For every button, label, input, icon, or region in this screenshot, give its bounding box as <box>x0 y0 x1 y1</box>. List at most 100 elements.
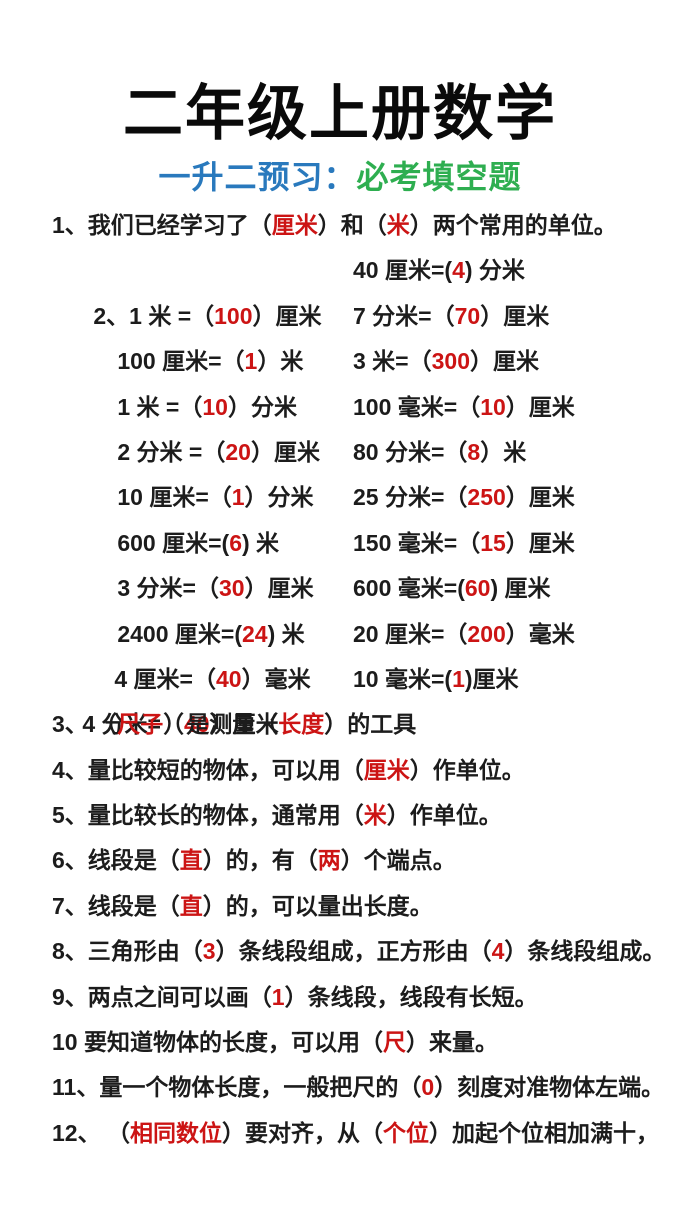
question-text: ）厘米 <box>470 348 539 375</box>
conversion-right: 10 毫米=(1)厘米 <box>353 657 519 702</box>
question-text: ）厘米 <box>209 711 279 738</box>
question-text: 7 分米=（ <box>353 302 455 329</box>
question-text: 1 米 =（ <box>117 393 203 420</box>
conversion-left: 3 分米=（30）厘米 <box>38 566 313 611</box>
question-text: 5、量比较长的物体，通常用（ <box>52 802 364 829</box>
conversion-right: 600 毫米=(60) 厘米 <box>353 566 551 611</box>
question-text: )厘米 <box>464 665 519 692</box>
question-text: ）厘米 <box>505 484 575 511</box>
conversion-right: 100 毫米=（10）厘米 <box>353 385 575 430</box>
question-text: 2400 厘米=( <box>117 620 242 647</box>
question-text: ) 分米 <box>464 257 525 284</box>
page-subtitle: 一升二预习：必考填空题 <box>0 157 680 199</box>
question-text: 4 分米=（ <box>82 711 184 738</box>
question-text: 8、三角形由（ <box>52 938 203 965</box>
question-text: ）和（ <box>317 212 387 238</box>
answer-text: 直 <box>179 847 203 874</box>
question-text: 9、两点之间可以画（ <box>52 983 272 1010</box>
question-text: ）厘米 <box>252 302 322 329</box>
answer-text: 长度 <box>278 711 325 738</box>
worksheet-body: 1、我们已经学习了（厘米）和（米）两个常用的单位。 2、1 米 =（100）厘米… <box>0 203 680 1156</box>
answer-text: 300 <box>431 348 470 375</box>
answer-text: 米 <box>363 802 387 829</box>
question-text: ）的，可以量出长度。 <box>202 892 433 919</box>
question-text: ）米 <box>257 348 304 375</box>
question-text: ) 米 <box>267 620 305 647</box>
question-text: 80 分米=（ <box>353 438 468 465</box>
question-11: 11、量一个物体长度，一般把尺的（0）刻度对准物体左端。 <box>0 1065 680 1110</box>
conversion-row-1: 2、1 米 =（100）厘米 40 厘米=(4) 分米 <box>0 248 680 328</box>
question-text: ）条线段组成，正方形由（ <box>215 938 492 965</box>
conversion-row-6: 600 厘米=(6) 米 25 分米=（250）厘米 <box>0 475 680 555</box>
question-text: ）要对齐，从（ <box>221 1119 383 1146</box>
conversion-row-3: 1 米 =（10）分米 3 米=（300）厘米 <box>0 339 680 419</box>
conversion-left: 10 厘米=（1）分米 <box>38 475 313 520</box>
question-text: 11、量一个物体长度，一般把尺的（ <box>52 1074 422 1101</box>
answer-text: 60 <box>464 575 491 602</box>
question-text: ）刻度对准物体左端。 <box>434 1074 665 1101</box>
question-text: ）厘米 <box>505 393 575 420</box>
answer-text: 个位 <box>382 1119 429 1146</box>
answer-text: 20 <box>225 438 251 465</box>
subtitle-prefix: 一升二预习： <box>158 159 357 195</box>
question-text: ）作单位。 <box>386 802 502 829</box>
question-text: ）两个常用的单位。 <box>409 212 617 238</box>
conversion-right: 7 分米=（70）厘米 <box>353 294 549 339</box>
conversion-row-4: 2 分米 =（20）厘米 100 毫米=（10）厘米 <box>0 385 680 465</box>
conversion-left: 100 厘米=（1）米 <box>38 339 303 384</box>
question-text: ）分米 <box>227 393 297 420</box>
answer-text: 4 <box>452 257 465 284</box>
answer-text: 8 <box>467 438 481 465</box>
question-text: ）是测量（ <box>163 711 279 738</box>
conversion-row-9: 4 厘米=（40）毫米 20 厘米=（200）毫米 <box>0 612 680 692</box>
question-text: 10 厘米=（ <box>117 484 232 511</box>
answer-text: 1 <box>271 983 285 1010</box>
answer-text: 两 <box>317 847 341 874</box>
answer-text: 尺 <box>382 1029 406 1056</box>
question-text: ）来量。 <box>405 1029 498 1056</box>
question-text: 100 毫米=（ <box>353 393 481 420</box>
answer-text: 70 <box>454 302 481 329</box>
question-7: 7、线段是（直）的，可以量出长度。 <box>0 884 680 929</box>
question-text: 1、我们已经学习了（ <box>52 212 272 238</box>
answer-text: 厘米 <box>363 756 410 783</box>
question-text: ）米 <box>480 438 527 465</box>
conversion-right: 20 厘米=（200）毫米 <box>353 612 575 657</box>
question-text: ) 米 <box>242 529 280 556</box>
question-text: 6、线段是（ <box>52 847 180 874</box>
conversion-left: 4 分米=（40）厘米 <box>38 702 278 747</box>
answer-text: 尺子 <box>117 711 164 738</box>
answer-text: 1 <box>452 665 465 692</box>
question-text: 7、线段是（ <box>52 892 180 919</box>
answer-text: 直 <box>179 892 203 919</box>
conversion-left: 2 分米 =（20）厘米 <box>38 430 320 475</box>
answer-text: 40 <box>183 711 210 738</box>
question-text: 10 毫米=( <box>353 665 453 692</box>
question-text: 25 分米=（ <box>353 484 468 511</box>
answer-text: 1 <box>244 348 258 375</box>
question-text: ）作单位。 <box>409 756 525 783</box>
question-text: ）厘米 <box>480 302 550 329</box>
question-text: ）分米 <box>244 484 314 511</box>
question-10: 10 要知道物体的长度，可以用（尺）来量。 <box>0 1020 680 1065</box>
question-text: ）厘米 <box>505 529 575 556</box>
question-text: 100 厘米=（ <box>117 348 245 375</box>
conversion-row-7: 3 分米=（30）厘米 150 毫米=（15）厘米 <box>0 521 680 601</box>
question-text: 600 毫米=( <box>353 575 465 602</box>
question-text: 3 分米=（ <box>117 575 219 602</box>
conversion-left: 4 厘米=（40）毫米 <box>38 657 310 702</box>
question-text: ）厘米 <box>250 438 320 465</box>
question-text: ）加起个位相加满十， <box>428 1119 659 1146</box>
question-12: 12、 （相同数位）要对齐，从（个位）加起个位相加满十， <box>0 1111 680 1156</box>
page-title: 二年级上册数学 <box>123 80 557 147</box>
question-5: 5、量比较长的物体，通常用（米）作单位。 <box>0 793 680 838</box>
question-1: 1、我们已经学习了（厘米）和（米）两个常用的单位。 <box>0 203 680 248</box>
question-text: 20 厘米=（ <box>353 620 468 647</box>
conversion-row-10: 4 分米=（40）厘米 10 毫米=(1)厘米 <box>0 657 680 737</box>
answer-text: 0 <box>421 1074 435 1101</box>
conversion-left: 1 米 =（10）分米 <box>38 385 297 430</box>
conversion-row-8: 2400 厘米=(24) 米 600 毫米=(60) 厘米 <box>0 566 680 646</box>
answer-text: 30 <box>218 575 245 602</box>
conversion-right: 3 米=（300）厘米 <box>353 339 539 384</box>
